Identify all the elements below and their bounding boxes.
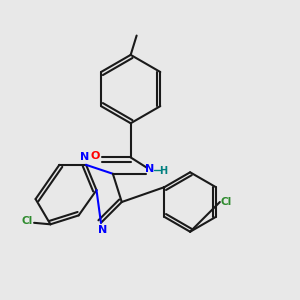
Text: N: N [80, 152, 89, 162]
Text: Cl: Cl [21, 216, 32, 226]
Text: Cl: Cl [220, 197, 231, 207]
Text: O: O [90, 151, 100, 161]
Text: N: N [146, 164, 154, 174]
Text: N: N [98, 225, 107, 235]
Text: H: H [159, 166, 167, 176]
